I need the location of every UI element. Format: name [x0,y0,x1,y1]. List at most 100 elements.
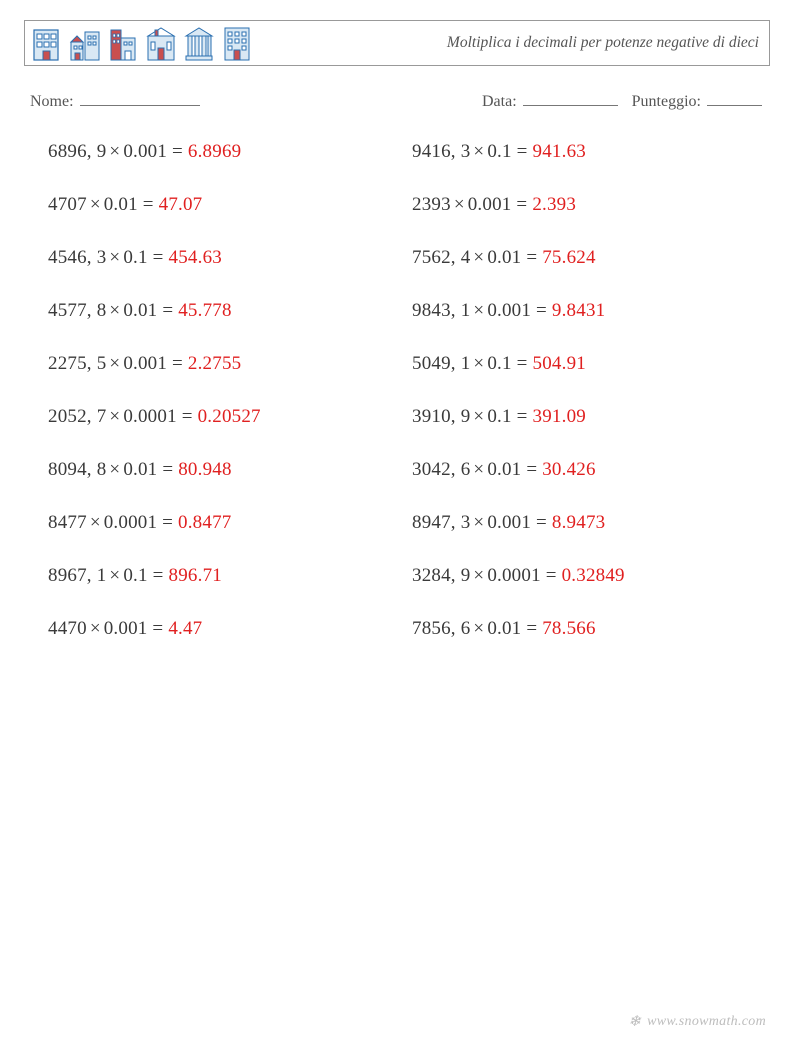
answer: 391.09 [533,406,586,427]
score-label: Punteggio: [632,93,701,110]
factor: 0.0001 [104,512,157,533]
equals: = [138,194,159,215]
equals: = [521,618,542,639]
times-symbol: × [470,300,487,322]
times-symbol: × [106,406,123,428]
date-label: Data: [482,93,517,110]
answer: 454.63 [169,247,222,268]
problem-c2-5: 3910, 9 × 0.1 = 391.09 [412,406,762,428]
equals: = [157,512,178,533]
factor: 0.1 [123,247,147,268]
worksheet-header: Moltiplica i decimali per potenze negati… [24,20,770,66]
answer: 30.426 [542,459,595,480]
answer: 75.624 [542,247,595,268]
factor: 0.01 [123,300,157,321]
problem-c2-9: 7856, 6 × 0.01 = 78.566 [412,618,762,640]
answer: 2.2755 [188,353,241,374]
factor: 0.001 [487,512,531,533]
times-symbol: × [106,300,123,322]
equals: = [521,459,542,480]
problems-grid: 6896, 9 × 0.001 = 6.89699416, 3 × 0.1 = … [24,141,770,640]
equals: = [531,512,552,533]
answer: 941.63 [533,141,586,162]
times-symbol: × [470,565,487,587]
operand: 2275, 5 [48,353,106,374]
factor: 0.1 [487,406,511,427]
factor: 0.1 [123,565,147,586]
operand: 9416, 3 [412,141,470,162]
factor: 0.001 [123,141,167,162]
operand: 5049, 1 [412,353,470,374]
equals: = [167,353,188,374]
worksheet-page: Moltiplica i decimali per potenze negati… [0,0,794,1053]
times-symbol: × [470,247,487,269]
answer: 0.8477 [178,512,231,533]
score-blank [707,88,762,106]
operand: 8094, 8 [48,459,106,480]
times-symbol: × [106,247,123,269]
problem-c1-7: 8477 × 0.0001 = 0.8477 [48,512,398,534]
factor: 0.01 [104,194,138,215]
equals: = [541,565,562,586]
answer: 6.8969 [188,141,241,162]
factor: 0.1 [487,141,511,162]
problem-c2-8: 3284, 9 × 0.0001 = 0.32849 [412,565,762,587]
times-symbol: × [470,406,487,428]
times-symbol: × [106,565,123,587]
factor: 0.01 [487,618,521,639]
date-field: Data: [482,88,618,111]
times-symbol: × [87,618,104,640]
times-symbol: × [106,141,123,163]
operand: 4577, 8 [48,300,106,321]
worksheet-title-text: Moltiplica i decimali per potenze negati… [447,34,759,52]
times-symbol: × [470,618,487,640]
problem-c2-4: 5049, 1 × 0.1 = 504.91 [412,353,762,375]
problem-c2-7: 8947, 3 × 0.001 = 8.9473 [412,512,762,534]
operand: 4707 [48,194,87,215]
times-symbol: × [470,141,487,163]
problem-c1-5: 2052, 7 × 0.0001 = 0.20527 [48,406,398,428]
times-symbol: × [451,194,468,216]
problem-c1-9: 4470 × 0.001 = 4.47 [48,618,398,640]
equals: = [147,618,168,639]
equals: = [512,353,533,374]
footer: ❄ www.snowmath.com [628,1012,766,1031]
operand: 9843, 1 [412,300,470,321]
name-blank [80,88,200,106]
times-symbol: × [106,459,123,481]
operand: 2393 [412,194,451,215]
answer: 0.32849 [562,565,625,586]
equals: = [512,406,533,427]
name-field: Nome: [30,88,200,111]
answer: 504.91 [533,353,586,374]
operand: 4470 [48,618,87,639]
times-symbol: × [87,194,104,216]
meta-row: Nome: Data: Punteggio: [30,88,770,111]
operand: 3910, 9 [412,406,470,427]
answer: 896.71 [169,565,222,586]
building-icon [69,24,101,62]
equals: = [531,300,552,321]
times-symbol: × [470,459,487,481]
answer: 4.47 [168,618,202,639]
answer: 80.948 [178,459,231,480]
equals: = [148,565,169,586]
operand: 8967, 1 [48,565,106,586]
factor: 0.001 [123,353,167,374]
factor: 0.001 [487,300,531,321]
snowflake-icon: ❄ [628,1012,641,1031]
date-blank [523,88,618,106]
factor: 0.01 [487,247,521,268]
factor: 0.001 [104,618,148,639]
times-symbol: × [470,353,487,375]
factor: 0.1 [487,353,511,374]
answer: 45.778 [178,300,231,321]
problem-c1-0: 6896, 9 × 0.001 = 6.8969 [48,141,398,163]
operand: 7562, 4 [412,247,470,268]
factor: 0.0001 [487,565,540,586]
problem-c1-6: 8094, 8 × 0.01 = 80.948 [48,459,398,481]
operand: 2052, 7 [48,406,106,427]
building-icon [183,24,215,62]
factor: 0.01 [487,459,521,480]
operand: 8477 [48,512,87,533]
